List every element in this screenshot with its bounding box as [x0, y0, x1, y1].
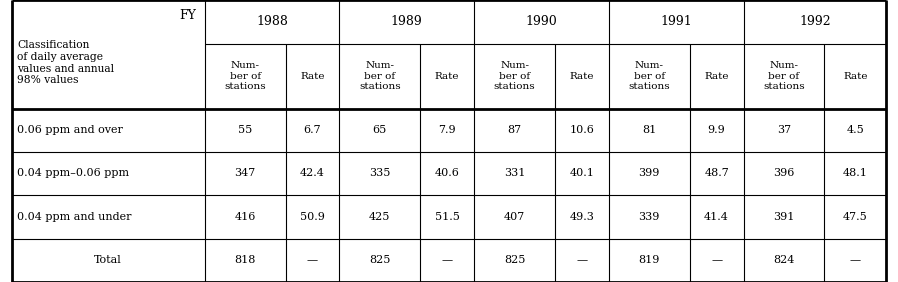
Text: —: —	[850, 255, 861, 265]
Text: 339: 339	[638, 212, 660, 222]
Text: 824: 824	[773, 255, 795, 265]
Text: 81: 81	[642, 125, 656, 135]
Text: 48.1: 48.1	[843, 168, 867, 179]
Text: Rate: Rate	[300, 72, 325, 81]
Text: 825: 825	[369, 255, 391, 265]
Text: 37: 37	[777, 125, 791, 135]
Text: 1991: 1991	[660, 15, 692, 28]
Text: Rate: Rate	[435, 72, 460, 81]
Text: 47.5: 47.5	[843, 212, 867, 222]
Text: 9.9: 9.9	[708, 125, 726, 135]
Text: 40.6: 40.6	[435, 168, 460, 179]
Text: 41.4: 41.4	[704, 212, 729, 222]
Text: —: —	[711, 255, 722, 265]
Text: Rate: Rate	[843, 72, 867, 81]
Text: Total: Total	[94, 255, 122, 265]
Text: 65: 65	[373, 125, 387, 135]
Text: 0.04 ppm and under: 0.04 ppm and under	[17, 212, 132, 222]
Text: Num-
ber of
stations: Num- ber of stations	[629, 61, 670, 91]
Text: 1992: 1992	[799, 15, 831, 28]
Text: 331: 331	[504, 168, 525, 179]
Text: 0.04 ppm–0.06 ppm: 0.04 ppm–0.06 ppm	[17, 168, 129, 179]
Text: Rate: Rate	[704, 72, 729, 81]
Text: 396: 396	[773, 168, 795, 179]
Text: 0.06 ppm and over: 0.06 ppm and over	[17, 125, 123, 135]
Text: 347: 347	[234, 168, 256, 179]
Text: 1989: 1989	[391, 15, 423, 28]
Text: Rate: Rate	[569, 72, 594, 81]
Text: 819: 819	[638, 255, 660, 265]
Text: —: —	[442, 255, 453, 265]
Text: 6.7: 6.7	[304, 125, 321, 135]
Text: 51.5: 51.5	[435, 212, 460, 222]
Text: 4.5: 4.5	[847, 125, 864, 135]
Text: 10.6: 10.6	[569, 125, 594, 135]
Text: 407: 407	[504, 212, 525, 222]
Text: 55: 55	[238, 125, 252, 135]
Text: Num-
ber of
stations: Num- ber of stations	[763, 61, 805, 91]
Text: 40.1: 40.1	[569, 168, 594, 179]
Text: Num-
ber of
stations: Num- ber of stations	[494, 61, 535, 91]
Text: —: —	[307, 255, 318, 265]
Text: 399: 399	[638, 168, 660, 179]
Text: 50.9: 50.9	[300, 212, 325, 222]
Text: —: —	[577, 255, 587, 265]
Text: 1988: 1988	[256, 15, 288, 28]
Text: Classification
of daily average
values and annual
98% values: Classification of daily average values a…	[17, 40, 114, 85]
Text: 425: 425	[369, 212, 391, 222]
Text: 7.9: 7.9	[438, 125, 456, 135]
Text: 42.4: 42.4	[300, 168, 325, 179]
Text: 87: 87	[507, 125, 522, 135]
Text: 391: 391	[773, 212, 795, 222]
Text: Num-
ber of
stations: Num- ber of stations	[224, 61, 266, 91]
Text: 825: 825	[504, 255, 525, 265]
Text: Num-
ber of
stations: Num- ber of stations	[359, 61, 401, 91]
Text: FY: FY	[179, 9, 196, 22]
Text: 48.7: 48.7	[704, 168, 729, 179]
Text: 335: 335	[369, 168, 391, 179]
Text: 1990: 1990	[525, 15, 558, 28]
Text: 49.3: 49.3	[569, 212, 594, 222]
Text: 818: 818	[234, 255, 256, 265]
Text: 416: 416	[234, 212, 256, 222]
